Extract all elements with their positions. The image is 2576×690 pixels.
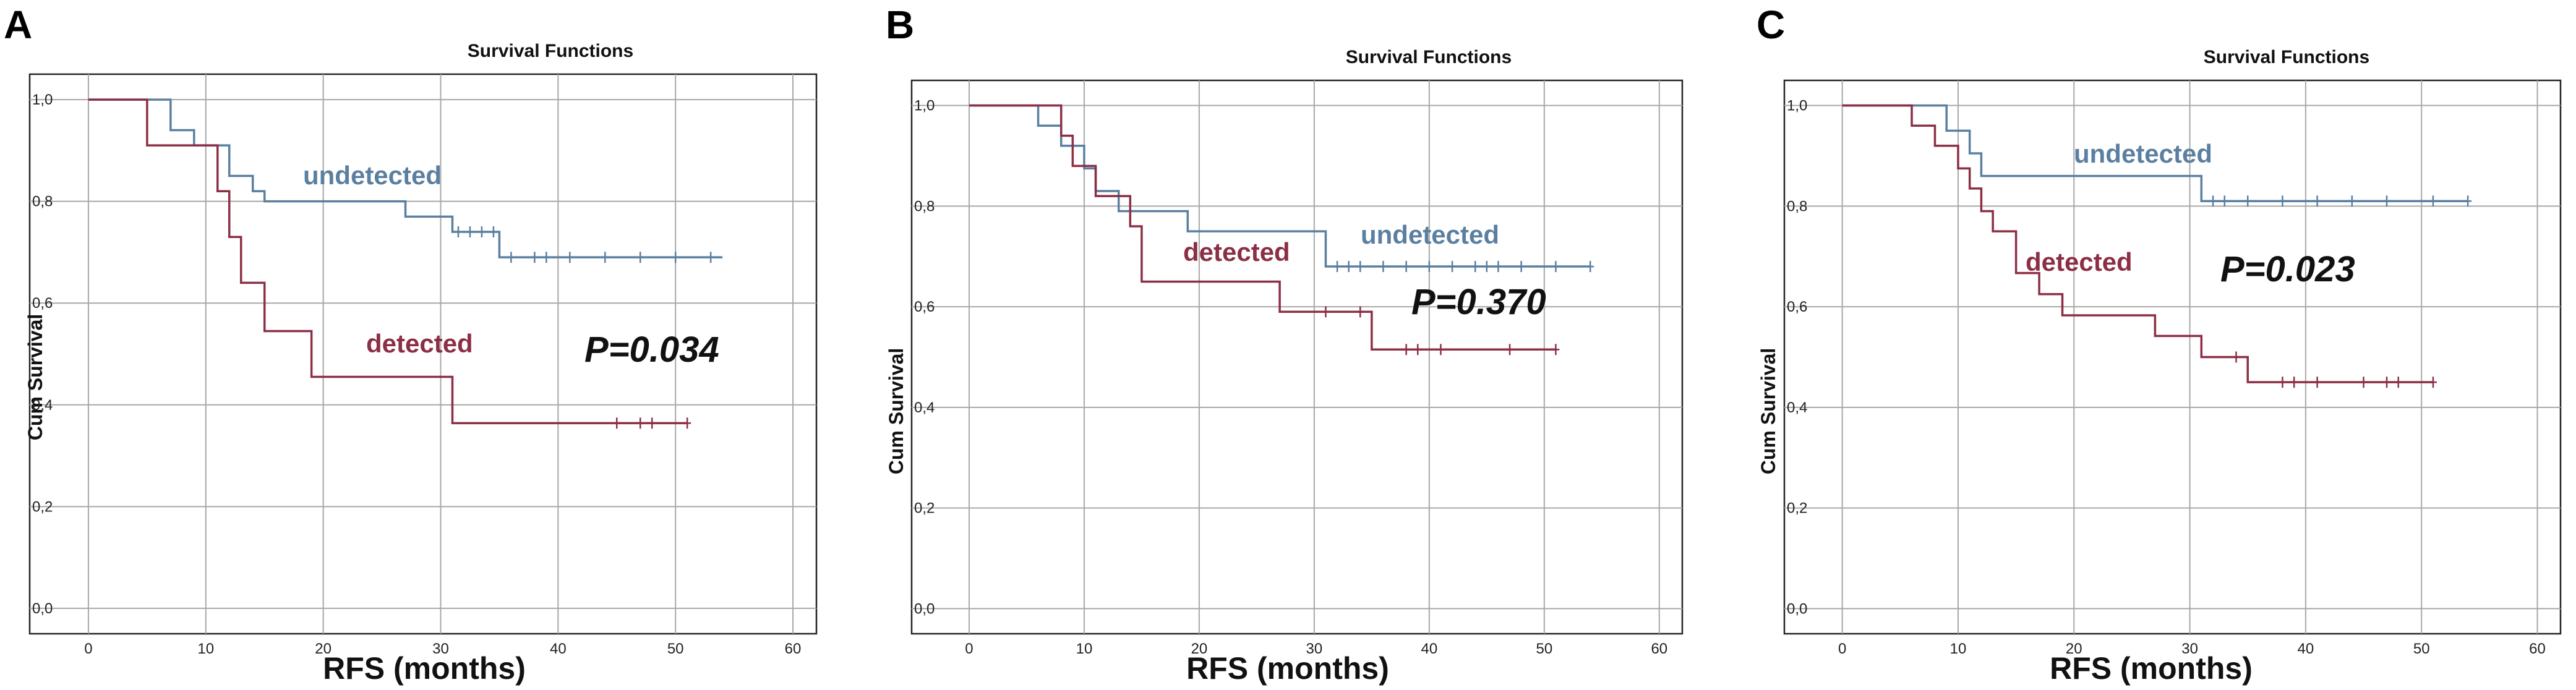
series-label-undetected-c: undetected bbox=[2074, 139, 2212, 168]
x-tick-label-c: 10 bbox=[1950, 641, 1967, 657]
y-axis-label-a: Cum Survival bbox=[24, 314, 46, 441]
y-axis-label-b: Cum Survival bbox=[885, 348, 907, 475]
x-tick-label-a: 30 bbox=[432, 641, 449, 657]
y-tick-label-b: 0,0 bbox=[914, 600, 935, 617]
series-label-undetected-b: undetected bbox=[1361, 220, 1499, 249]
series-label-detected-b: detected bbox=[1183, 237, 1290, 266]
y-tick-label-c: 0,4 bbox=[1787, 399, 1807, 416]
x-tick-label-b: 40 bbox=[1421, 641, 1438, 657]
y-tick-label-a: 1,0 bbox=[32, 92, 53, 108]
y-tick-label-a: 0,2 bbox=[32, 498, 53, 515]
series-label-undetected-a: undetected bbox=[303, 161, 442, 190]
x-tick-label-a: 50 bbox=[667, 641, 684, 657]
chart-title-c: Survival Functions bbox=[2204, 47, 2369, 67]
y-tick-label-a: 0,0 bbox=[32, 600, 53, 617]
panel-letter-c: C bbox=[1757, 2, 1785, 47]
y-axis-label-c: Cum Survival bbox=[1757, 348, 1779, 475]
x-tick-label-a: 0 bbox=[84, 641, 92, 657]
panel-letter-b: B bbox=[886, 2, 914, 47]
survival-curve-detected-c bbox=[1842, 104, 2433, 383]
x-axis-label-a: RFS (months) bbox=[323, 651, 526, 686]
y-tick-label-c: 0,8 bbox=[1787, 198, 1807, 215]
plot-frame-b bbox=[910, 79, 1684, 635]
y-tick-label-c: 0,0 bbox=[1787, 600, 1807, 617]
panel-b: B Survival Functions Cum Survival RFS (m… bbox=[885, 2, 1684, 686]
x-tick-label-b: 50 bbox=[1536, 641, 1552, 657]
x-tick-label-c: 0 bbox=[1838, 641, 1846, 657]
y-tick-label-b: 0,4 bbox=[914, 399, 935, 416]
y-tick-label-a: 0,6 bbox=[32, 295, 53, 312]
chart-title-b: Survival Functions bbox=[1346, 47, 1512, 67]
x-tick-label-b: 20 bbox=[1191, 641, 1208, 657]
y-tick-label-b: 0,2 bbox=[914, 500, 935, 517]
x-tick-label-a: 20 bbox=[315, 641, 332, 657]
y-tick-label-c: 1,0 bbox=[1787, 98, 1807, 114]
x-tick-label-a: 40 bbox=[550, 641, 567, 657]
plot-frame-a bbox=[28, 73, 818, 635]
x-tick-label-c: 60 bbox=[2529, 641, 2546, 657]
panel-letter-a: A bbox=[4, 2, 32, 47]
x-axis-label-b: RFS (months) bbox=[1186, 651, 1389, 686]
y-tick-label-c: 0,2 bbox=[1787, 500, 1807, 517]
x-tick-label-a: 60 bbox=[785, 641, 802, 657]
x-axis-label-c: RFS (months) bbox=[2050, 651, 2253, 686]
p-value-b: P=0.370 bbox=[1411, 282, 1546, 322]
x-tick-label-c: 30 bbox=[2181, 641, 2198, 657]
y-tick-label-b: 0,6 bbox=[914, 299, 935, 315]
series-label-detected-a: detected bbox=[366, 329, 473, 358]
x-tick-label-b: 10 bbox=[1076, 641, 1093, 657]
y-tick-label-b: 0,8 bbox=[914, 198, 935, 215]
panel-c: C Survival Functions Cum Survival RFS (m… bbox=[1757, 2, 2562, 686]
y-tick-label-b: 1,0 bbox=[914, 98, 935, 114]
survival-curve-detected-a bbox=[88, 98, 688, 425]
series-label-detected-c: detected bbox=[2026, 247, 2133, 276]
x-tick-label-a: 10 bbox=[197, 641, 214, 657]
p-value-c: P=0.023 bbox=[2220, 249, 2355, 289]
x-tick-label-b: 30 bbox=[1306, 641, 1323, 657]
x-tick-label-c: 20 bbox=[2066, 641, 2082, 657]
plot-frame-c bbox=[1783, 79, 2562, 635]
y-tick-label-a: 0,8 bbox=[32, 194, 53, 210]
y-tick-label-a: 0,4 bbox=[32, 397, 53, 414]
x-tick-label-b: 60 bbox=[1651, 641, 1667, 657]
p-value-a: P=0.034 bbox=[584, 330, 719, 370]
y-tick-label-c: 0,6 bbox=[1787, 299, 1807, 315]
chart-title-a: Survival Functions bbox=[468, 41, 633, 61]
x-tick-label-c: 40 bbox=[2298, 641, 2314, 657]
x-tick-label-c: 50 bbox=[2413, 641, 2430, 657]
panel-a: A Survival Functions Cum Survival RFS (m… bbox=[4, 2, 818, 686]
x-tick-label-b: 0 bbox=[965, 641, 973, 657]
survival-curve-undetected-c bbox=[1842, 104, 2468, 203]
